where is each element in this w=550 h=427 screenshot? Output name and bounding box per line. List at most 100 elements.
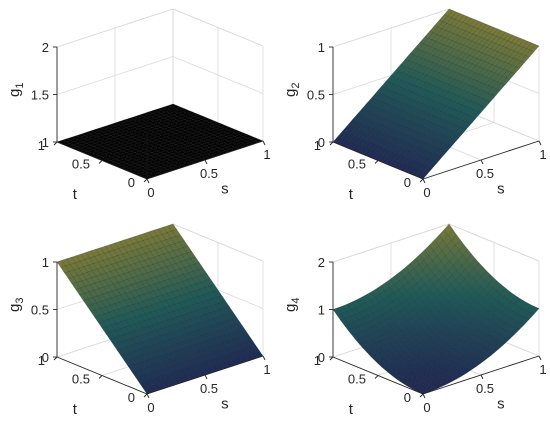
surface-cell [503, 290, 514, 300]
y-tick-label: 1 [38, 353, 45, 368]
surface-cell [462, 16, 472, 25]
surface-cell [485, 274, 495, 284]
x-axis-label: s [221, 395, 229, 412]
surface-cell [190, 256, 200, 265]
surface-cell [235, 322, 245, 331]
surface-cell [466, 253, 476, 265]
y-axis-label: t [349, 186, 354, 203]
surface-cell [194, 262, 204, 270]
y-axis-label: t [349, 401, 354, 418]
surface-cell [182, 109, 193, 114]
surface-1 [56, 103, 264, 180]
z-tick-label: 1 [318, 40, 325, 55]
y-tick-label: 1 [314, 353, 321, 368]
surface-cell [216, 295, 226, 303]
z-tick-label: 2 [42, 40, 49, 55]
y-axis-label: t [73, 401, 78, 418]
surface-cell [224, 306, 234, 314]
y-tick-label: 0 [128, 175, 135, 190]
surface-cell [503, 33, 514, 41]
surface-cell [208, 120, 219, 125]
x-axis-label: s [497, 395, 505, 412]
surface-cell [197, 267, 208, 276]
surface-cell [477, 22, 487, 31]
surface-cell [477, 266, 487, 277]
z-tick-label: 0 [318, 350, 325, 365]
surface-cell [455, 239, 465, 251]
z-tick-label: 0 [42, 350, 49, 365]
y-tick-label: 0 [128, 390, 135, 405]
surface-cell [443, 223, 454, 236]
surface-cell [193, 114, 204, 119]
x-tick-label: 0 [423, 185, 430, 200]
surface-cell [209, 284, 219, 292]
y-tick-label: 0.5 [348, 372, 366, 387]
x-tick-label: 1 [263, 362, 270, 377]
surface-cell [239, 328, 249, 336]
z-axis-label: g1 [6, 83, 26, 97]
y-tick-label: 1 [314, 138, 321, 153]
y-tick-label: 0 [404, 175, 411, 190]
surface-cell [485, 25, 495, 34]
z-axis-label: g4 [282, 298, 302, 312]
x-tick-label: 0 [147, 400, 154, 415]
surface-cell [530, 306, 540, 315]
surface-cell [186, 251, 196, 259]
surface-cell [447, 10, 457, 18]
x-tick-label: 0.5 [476, 381, 494, 396]
x-tick-label: 0.5 [200, 381, 218, 396]
y-tick-label: 1 [38, 138, 45, 153]
surface-cell [201, 273, 211, 281]
surface-cell [492, 281, 502, 291]
y-tick-label: 0 [404, 390, 411, 405]
surface-cell [488, 277, 499, 288]
z-tick-label: 2 [318, 255, 325, 270]
surface-cell [171, 105, 182, 109]
z-tick-label: 1 [42, 255, 49, 270]
z-tick-label: 1 [42, 135, 49, 150]
surface-cell [462, 249, 472, 260]
surface-cell [212, 289, 223, 298]
surface-cell [470, 258, 480, 269]
x-tick-label: 1 [263, 147, 270, 162]
surface-cell [455, 13, 465, 21]
surface-2 [332, 8, 540, 180]
z-axis-label: g2 [282, 83, 302, 97]
surface-cell [458, 244, 469, 256]
surface-cell [220, 300, 230, 309]
surface-cell [246, 339, 256, 347]
surface-cell [205, 278, 215, 287]
z-tick-label: 0.5 [307, 88, 325, 103]
z-tick-label: 0.5 [31, 303, 49, 318]
y-tick-label: 0.5 [72, 157, 90, 172]
x-tick-label: 0.5 [200, 166, 218, 181]
y-axis-label: t [73, 186, 78, 203]
surface-cell [231, 129, 242, 134]
surface-cell [227, 311, 238, 320]
x-tick-label: 1 [539, 147, 546, 162]
surface-cell [242, 333, 253, 342]
surface-cell [250, 344, 260, 353]
z-tick-label: 1 [318, 303, 325, 318]
surface-cell [235, 131, 245, 136]
surface-cell [238, 133, 249, 137]
surface-cell [500, 31, 510, 40]
x-tick-label: 0 [147, 185, 154, 200]
surface-4 [332, 223, 540, 395]
x-tick-label: 0.5 [476, 166, 494, 181]
surface-cell [492, 28, 502, 37]
x-tick-label: 0 [423, 400, 430, 415]
x-axis-label: s [497, 180, 505, 197]
x-axis-label: s [221, 180, 229, 197]
surface-cell [178, 108, 189, 112]
surface-cell [223, 126, 234, 131]
z-axis-label: g3 [6, 298, 26, 312]
surface-cell [186, 111, 197, 116]
surface-cell [201, 117, 212, 122]
